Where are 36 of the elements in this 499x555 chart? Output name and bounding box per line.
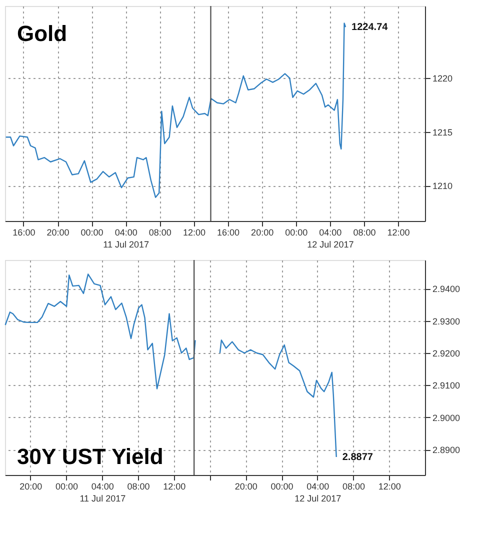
y-tick-label: 2.8900 — [432, 445, 460, 456]
annotation: 1224.74 — [352, 22, 388, 34]
x-tick-label: 20:00 — [20, 482, 42, 492]
y-tick-label: 1215 — [432, 127, 453, 138]
text: Gold — [17, 21, 68, 46]
x-tick-label: 12:00 — [387, 228, 410, 238]
annotation: 2.8877 — [342, 452, 374, 463]
x-tick-label: 00:00 — [80, 228, 104, 238]
x-tick-label: 08:00 — [148, 228, 172, 238]
y-tick-label: 2.9400 — [432, 284, 460, 294]
x-tick-label: 04:00 11 Jul 2017 — [80, 482, 126, 504]
x-tick-label: 12:00 — [182, 228, 206, 238]
x-tick-label: 12:00 — [163, 482, 186, 492]
x-tick-label: 20:00 — [251, 228, 274, 238]
x-tick-label: 20:00 — [234, 482, 258, 492]
x-tick-label: 00:00 — [270, 482, 294, 492]
x-tick-label: 16:00 — [217, 228, 240, 238]
x-tick-label: 04:00 12 Jul 2017 — [294, 482, 342, 504]
y-tick-label: 2.9100 — [432, 380, 460, 391]
line-series — [5, 22, 346, 198]
x-tick-label: 04:00 11 Jul 2017 — [103, 228, 150, 250]
y-tick-label: 2.9200 — [432, 348, 460, 359]
y-tick-label: 1210 — [432, 181, 453, 192]
x-tick-label: 04:00 12 Jul 2017 — [307, 228, 354, 250]
x-tick-label: 20:00 — [46, 228, 70, 238]
x-tick-label: 16:00 — [12, 228, 36, 238]
x-tick-label: 08:00 — [127, 482, 150, 492]
text: 30Y UST Yield — [17, 444, 164, 469]
y-tick-label: 1220 — [432, 74, 453, 84]
y-tick-label: 2.9000 — [432, 412, 460, 423]
x-tick-label: 08:00 — [353, 228, 376, 238]
x-tick-label: 08:00 — [342, 482, 366, 492]
x-tick-label: 00:00 — [285, 228, 308, 238]
x-tick-label: 12:00 — [378, 482, 401, 492]
y-tick-label: 2.9300 — [432, 316, 460, 326]
x-tick-label: 00:00 — [56, 482, 78, 492]
